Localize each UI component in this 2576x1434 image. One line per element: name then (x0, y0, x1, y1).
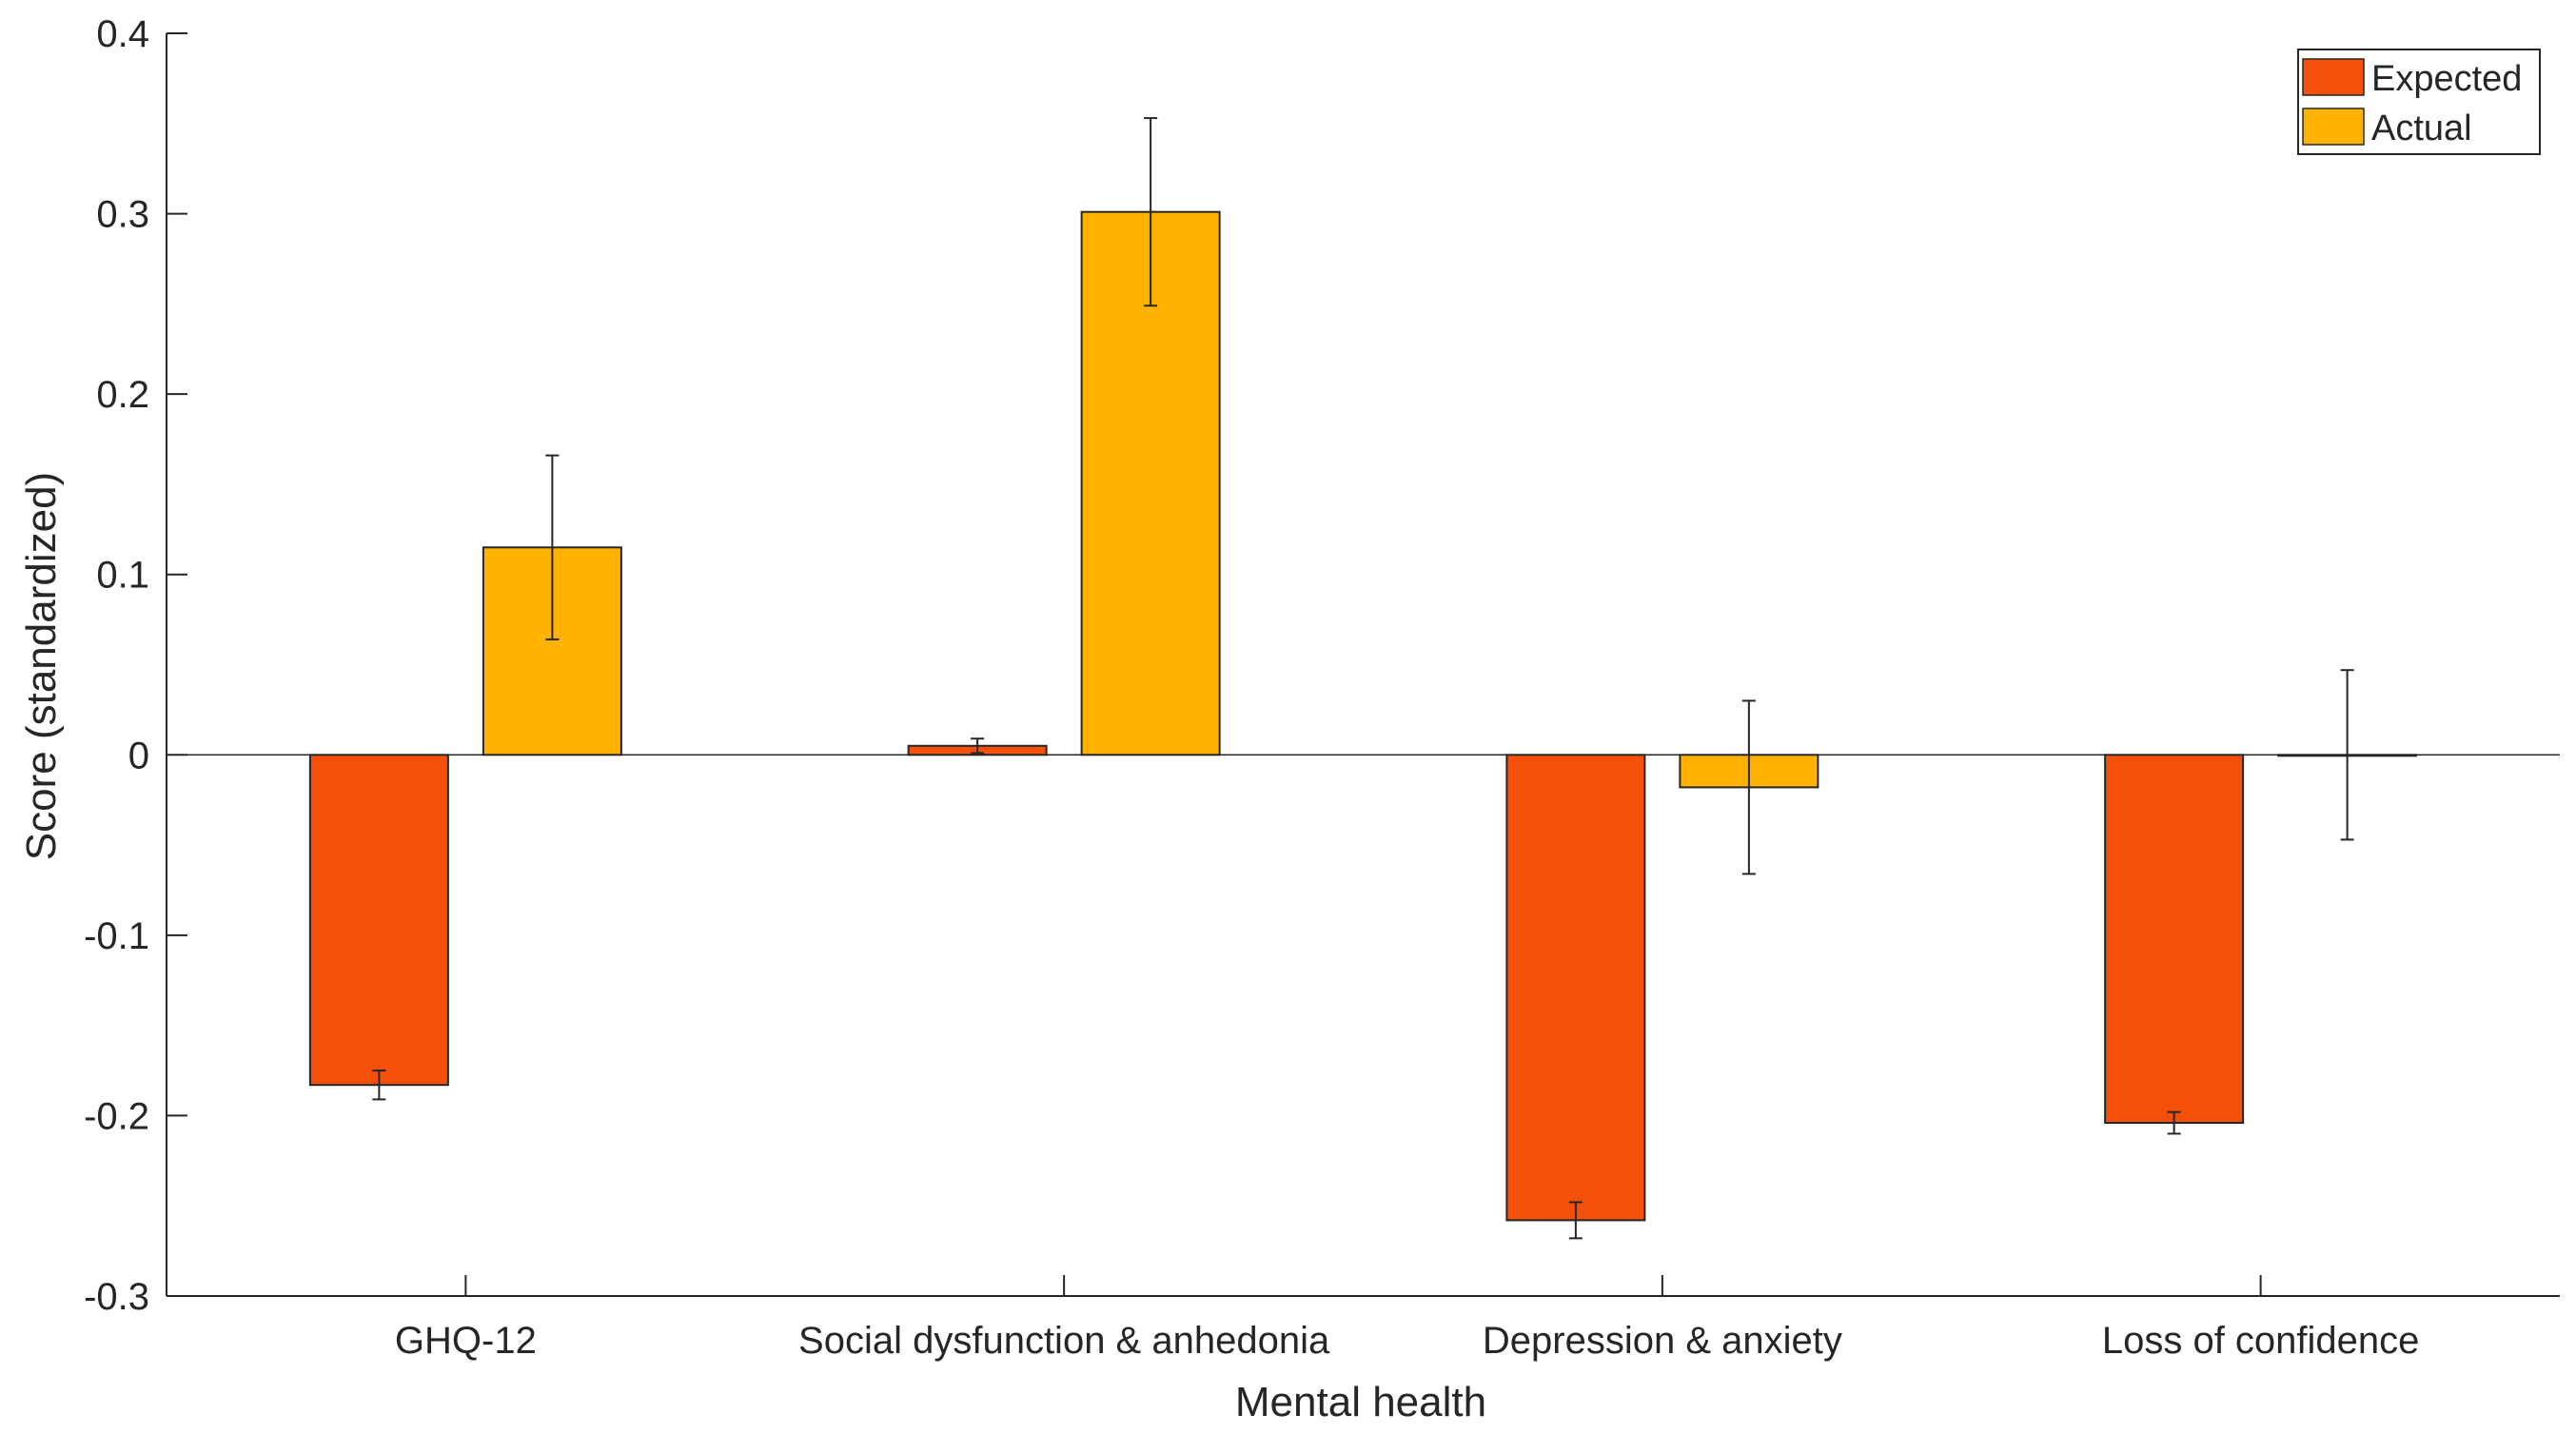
y-tick-label: 0.2 (96, 374, 149, 416)
y-tick-label: -0.2 (84, 1095, 149, 1137)
legend-label-expected: Expected (2371, 59, 2522, 99)
bar-actual (1080, 210, 1221, 756)
x-axis-title: Mental health (1235, 1379, 1486, 1425)
y-tick-label: 0.1 (96, 555, 149, 597)
error-bars (372, 117, 2354, 1240)
tick-labels: -0.3 -0.2 -0.1 0 0.1 0.2 0.3 0.4 GHQ-12 Social dy… (84, 13, 2419, 1362)
y-tick-label: 0.3 (96, 194, 149, 236)
legend-swatch-expected (2302, 58, 2365, 96)
y-tick-label: -0.1 (84, 915, 149, 957)
y-tick-label: 0 (128, 735, 149, 776)
y-axis-title: Score (standardized) (18, 472, 65, 860)
legend: Expected Actual (2297, 49, 2541, 155)
bar-expected (308, 754, 449, 1087)
x-tick-label: Social dysfunction & anhedonia (798, 1320, 1330, 1362)
x-tick-label: GHQ-12 (395, 1320, 537, 1362)
x-tick-label: Depression & anxiety (1483, 1320, 1842, 1362)
y-tick-label: 0.4 (96, 13, 149, 55)
x-tick-label: Loss of confidence (2102, 1320, 2420, 1362)
bars (308, 210, 2418, 1222)
legend-swatch-actual (2302, 108, 2365, 146)
legend-label-actual: Actual (2371, 108, 2472, 148)
bar-expected (2104, 754, 2245, 1125)
y-tick-label: -0.3 (84, 1276, 149, 1318)
bar-expected (1505, 754, 1646, 1222)
